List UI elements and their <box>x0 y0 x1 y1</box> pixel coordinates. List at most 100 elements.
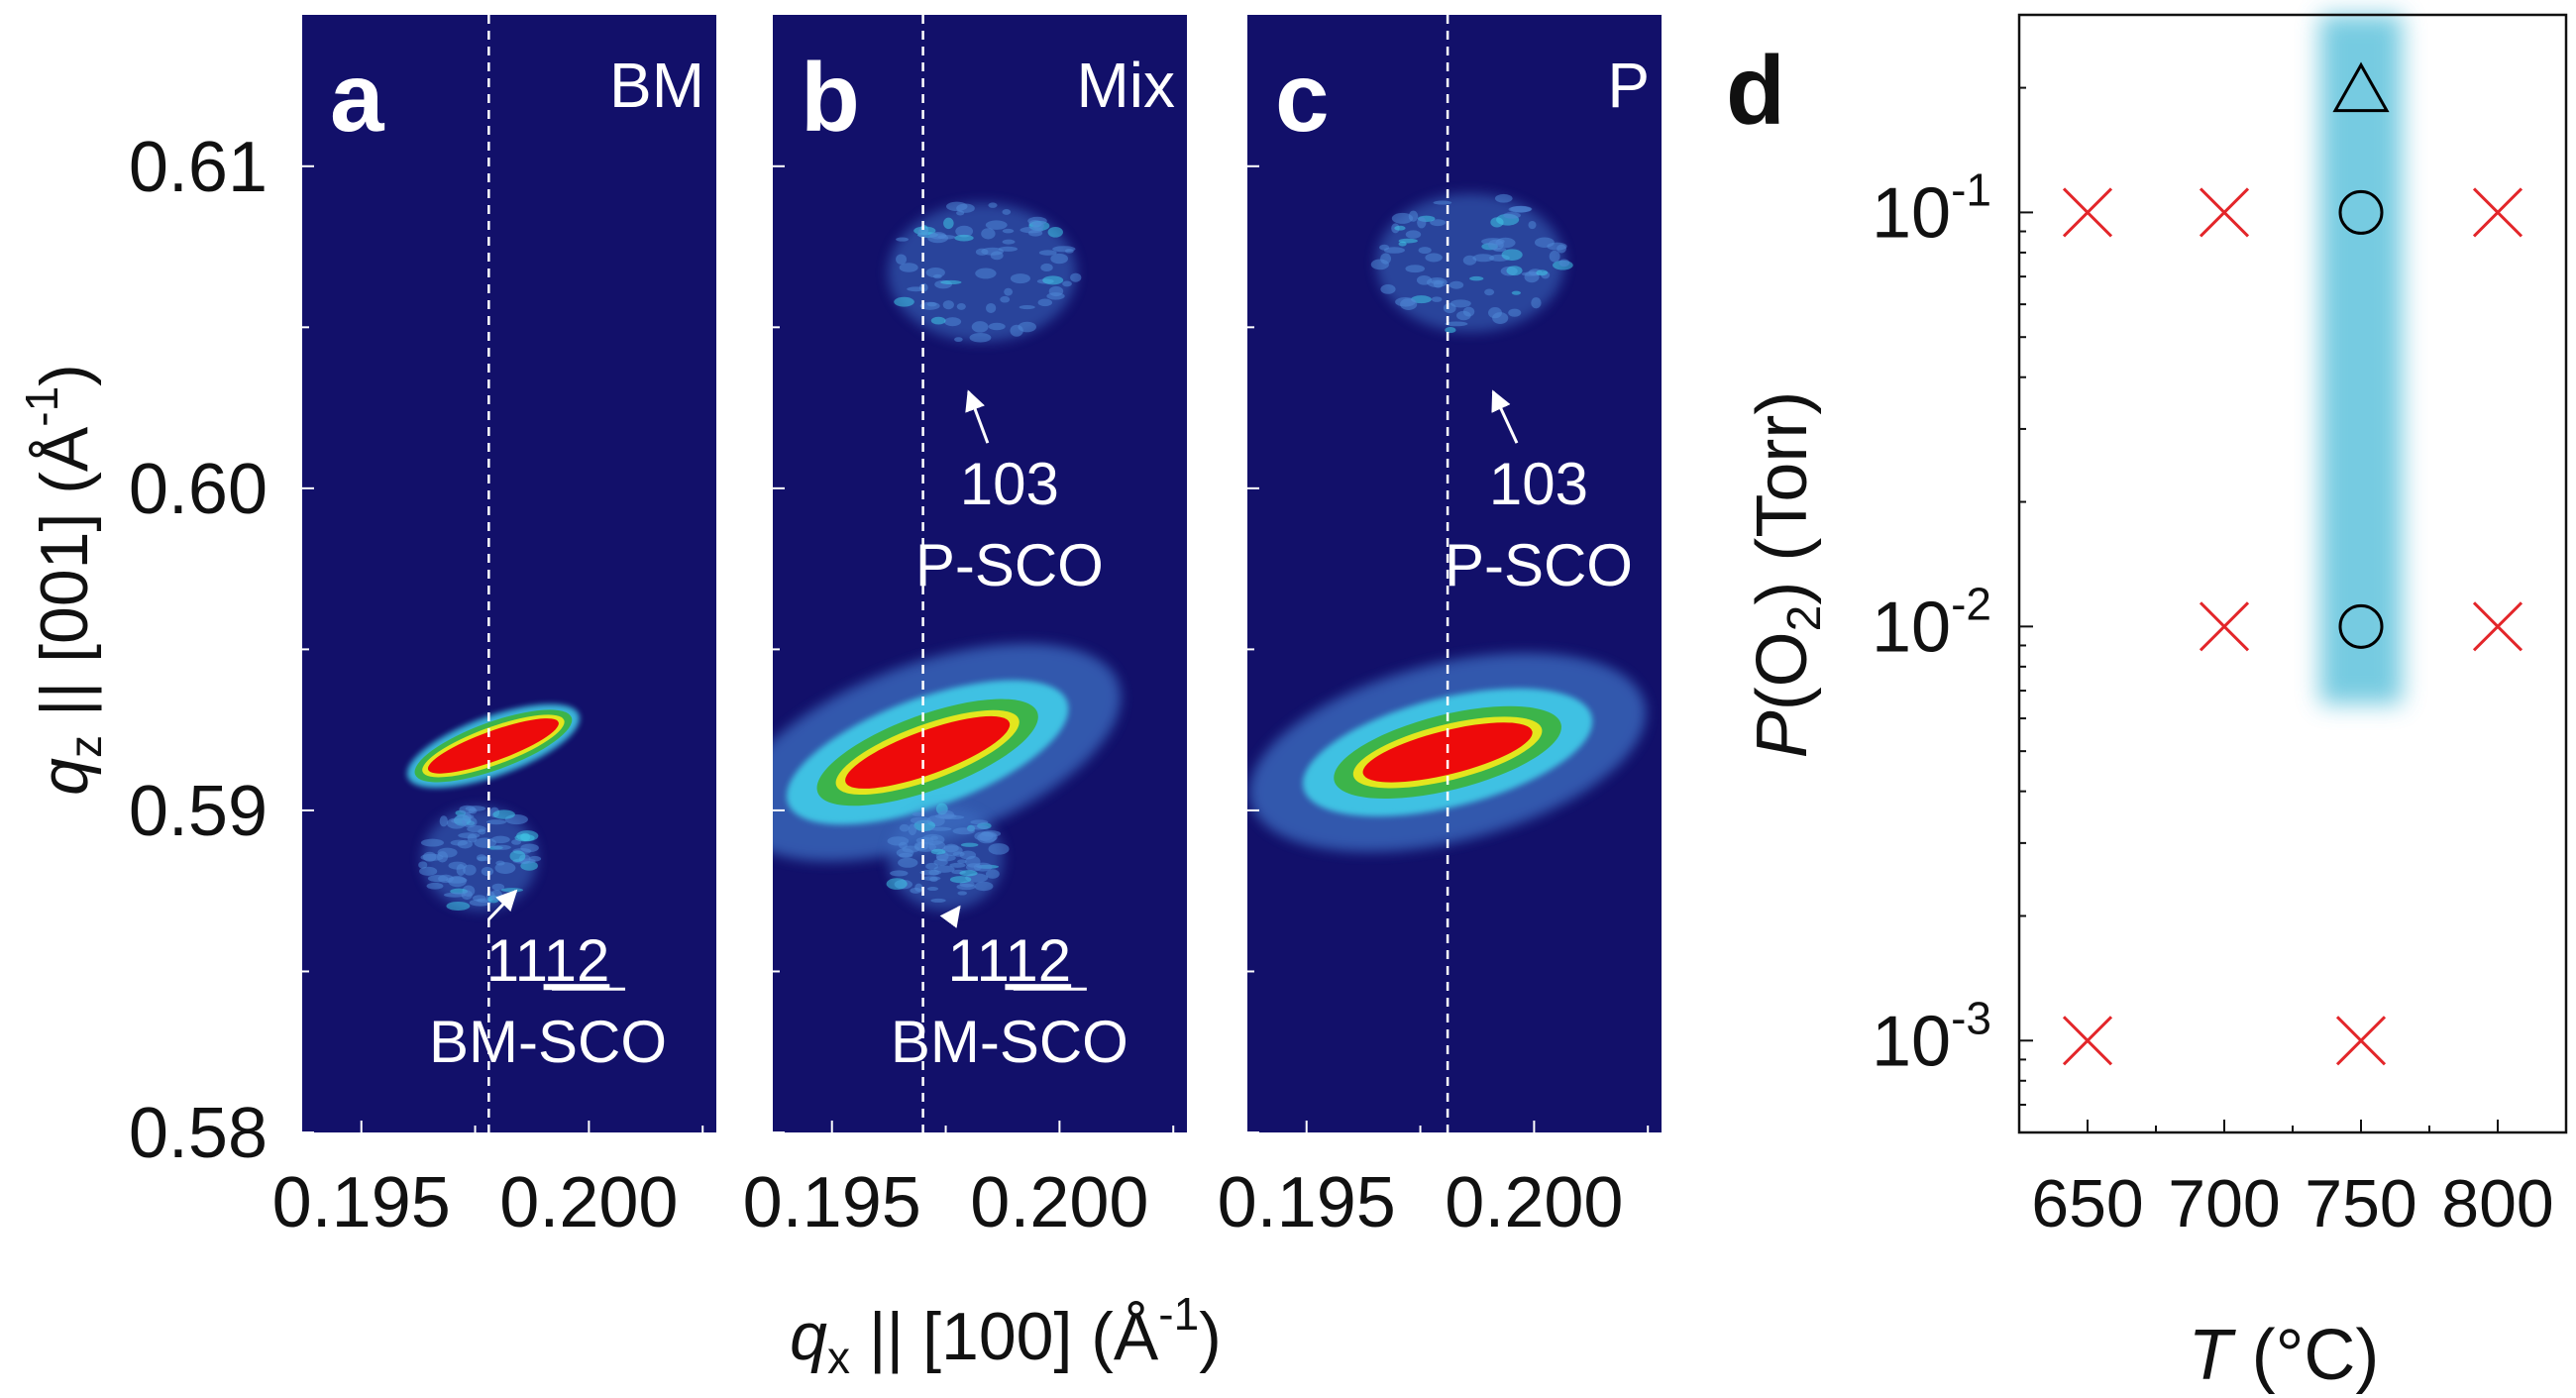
annotation-arrow <box>486 889 518 921</box>
reflection-index: 1112 <box>486 927 610 994</box>
y-axis-title-direction: || [001] (Å <box>27 426 102 735</box>
intensity-speckle <box>1469 275 1484 281</box>
intensity-speckle <box>957 891 968 896</box>
map-intensity <box>406 703 580 912</box>
intensity-speckle <box>1443 302 1456 314</box>
intensity-speckle <box>974 831 994 841</box>
intensity-speckle <box>1062 280 1072 287</box>
intensity-speckle <box>476 898 491 904</box>
intensity-speckle <box>955 225 974 238</box>
x-marker <box>2335 1016 2387 1066</box>
panel-letter: b <box>801 43 860 152</box>
intensity-speckle <box>520 843 539 853</box>
phase-label: P-SCO <box>1445 532 1633 598</box>
intensity-speckle <box>474 837 497 848</box>
intensity-speckle <box>896 254 908 266</box>
intensity-speckle <box>974 881 994 892</box>
intensity-speckle <box>985 220 1008 230</box>
diffraction-peak <box>418 805 542 912</box>
intensity-speckle <box>1508 206 1532 213</box>
intensity-speckle <box>462 816 478 828</box>
intensity-speckle <box>1417 216 1427 229</box>
intensity-speckle <box>1002 239 1016 245</box>
intensity-speckle <box>899 263 918 272</box>
intensity-speckle <box>969 824 989 830</box>
panel-letter: d <box>1726 36 1785 145</box>
intensity-speckle <box>492 844 511 850</box>
x-marker-stroke <box>2199 601 2250 652</box>
intensity-speckle <box>446 817 467 829</box>
intensity-speckle <box>426 882 444 890</box>
x-tick-label: 0.200 <box>1445 1163 1623 1242</box>
intensity-speckle <box>896 237 910 242</box>
intensity-speckle <box>1508 308 1522 317</box>
intensity-speckle <box>975 268 997 279</box>
y-tick-exponent: -2 <box>1951 578 1991 629</box>
intensity-speckle <box>1427 277 1448 288</box>
intensity-speckle <box>965 855 981 868</box>
intensity-speckle <box>899 823 910 832</box>
intensity-speckle <box>1010 273 1030 284</box>
intensity-speckle <box>988 322 1006 331</box>
intensity-speckle <box>981 228 996 240</box>
x-marker <box>2199 601 2250 652</box>
x-axis-title-close: ) <box>1199 1299 1222 1374</box>
reflection-index-part: 11 <box>948 927 1008 994</box>
optimal-growth-window-band <box>2319 15 2403 704</box>
intensity-speckle <box>930 848 946 855</box>
intensity-speckle <box>988 843 1010 855</box>
intensity-speckle <box>1431 296 1443 302</box>
intensity-speckle <box>1511 290 1521 295</box>
x-tick-label: 0.195 <box>1218 1163 1396 1242</box>
map-intensity <box>1249 193 1647 852</box>
intensity-speckle <box>1487 307 1503 319</box>
intensity-speckle <box>894 296 914 307</box>
x-marker-stroke <box>2472 601 2523 652</box>
intensity-speckle <box>1503 212 1521 219</box>
intensity-speckle <box>952 827 976 835</box>
peak-annotation: 103 P-SCO <box>1445 389 1633 598</box>
intensity-speckle <box>1462 255 1477 266</box>
intensity-speckle <box>1536 269 1549 276</box>
map-intensity <box>773 201 1122 911</box>
intensity-speckle <box>486 819 507 825</box>
x-marker <box>2062 187 2113 238</box>
intensity-speckle <box>898 841 908 849</box>
intensity-speckle <box>1002 228 1015 234</box>
intensity-speckle <box>1000 295 1011 303</box>
intensity-speckle <box>438 874 454 884</box>
intensity-speckle <box>942 300 954 310</box>
intensity-speckle <box>509 850 526 862</box>
intensity-speckle <box>937 235 956 240</box>
intensity-speckle <box>896 848 914 858</box>
intensity-speckle <box>1430 219 1447 227</box>
y-axis-title: qz || [001] (Å-1) <box>16 364 111 796</box>
panel-label: BM <box>609 50 704 121</box>
intensity-speckle <box>1398 238 1418 244</box>
phase-label: P-SCO <box>915 532 1104 598</box>
plot-frame <box>2017 13 2568 1134</box>
intensity-speckle <box>422 851 437 862</box>
intensity-speckle <box>926 886 939 892</box>
intensity-speckle <box>949 876 972 884</box>
intensity-speckle <box>514 833 535 842</box>
intensity-speckle <box>886 878 908 890</box>
reflection-index: 1112 <box>948 927 1072 994</box>
intensity-speckle <box>936 854 956 862</box>
intensity-speckle <box>1046 292 1065 300</box>
x-tick-label: 0.200 <box>970 1163 1148 1242</box>
intensity-speckle <box>959 870 978 877</box>
x-tick-label: 0.200 <box>499 1163 678 1242</box>
intensity-speckle <box>1534 237 1555 248</box>
diffraction-peak <box>886 803 1010 911</box>
intensity-speckle <box>1050 253 1068 265</box>
intensity-speckle <box>925 268 945 278</box>
map-panel-a: 0.195 0.200 0.58 0.59 0.60 0.61 a BM 1112 BM-SCO <box>129 15 716 1242</box>
intensity-speckle <box>420 838 445 847</box>
intensity-speckle <box>956 302 966 310</box>
x-axis-title-symbol: q <box>790 1299 827 1374</box>
x-axis-title: qx || [100] (Å-1) <box>790 1288 1222 1383</box>
panel-label: P <box>1607 50 1650 121</box>
intensity-speckle <box>500 888 524 893</box>
